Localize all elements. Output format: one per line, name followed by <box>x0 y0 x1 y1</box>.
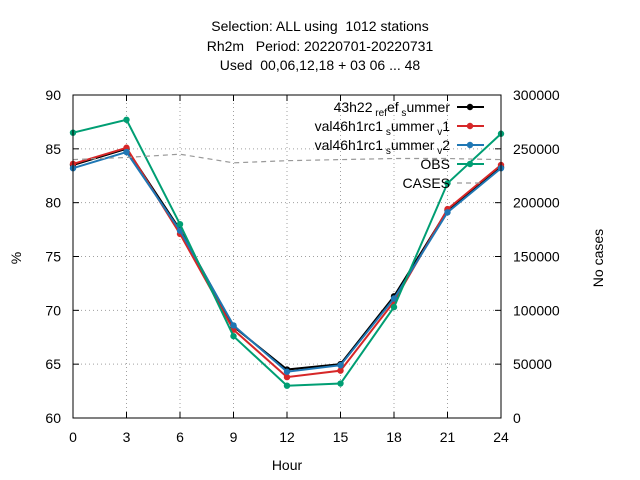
y2-tick-label: 150000 <box>513 249 560 265</box>
data-point-val46h1rc1-v1 <box>283 373 291 381</box>
chart-title-line-1: Selection: ALL using 1012 stations <box>211 18 429 34</box>
legend-label-43h22: 43h22 refef summer <box>334 99 451 119</box>
legend-label-val46h1rc1-v1: val46h1rc1 summer v1 <box>315 118 451 138</box>
legend-marker-val46h1rc1-v2 <box>466 141 474 149</box>
data-point-val46h1rc1-v2 <box>444 209 451 216</box>
x-tick-label: 6 <box>176 429 184 445</box>
y2-tick-label: 300000 <box>513 87 560 103</box>
y-tick-label: 65 <box>45 356 61 372</box>
x-tick-label: 12 <box>279 429 295 445</box>
grid <box>73 95 501 418</box>
data-point-val46h1rc1-v2 <box>123 148 130 156</box>
y2-tick-label: 100000 <box>513 302 560 318</box>
data-point-obs <box>283 382 291 389</box>
legend-marker-43h22 <box>466 103 474 111</box>
legend-label-val46h1rc1-v2: val46h1rc1 summer v2 <box>315 137 451 157</box>
y-tick-label: 75 <box>45 249 61 265</box>
y-tick-label: 90 <box>45 87 61 103</box>
legend-marker-obs <box>466 160 474 168</box>
y-tick-label: 70 <box>45 302 61 318</box>
x-tick-label: 15 <box>333 429 349 445</box>
y2-tick-label: 200000 <box>513 195 560 211</box>
y2-tick-label: 250000 <box>513 141 560 157</box>
ticks: 0 3 6 9 12 15 18 21 24 60 65 70 75 80 85 90 0 50000 100000… <box>45 87 560 445</box>
x-tick-label: 21 <box>440 429 456 445</box>
y-tick-label: 85 <box>45 141 61 157</box>
data-point-val46h1rc1-v2 <box>230 322 237 329</box>
data-point-val46h1rc1-v2 <box>337 362 344 369</box>
x-tick-label: 18 <box>386 429 402 445</box>
y-tick-label: 80 <box>45 195 61 211</box>
data-point-obs <box>444 180 451 187</box>
y-tick-label: 60 <box>45 410 61 426</box>
y-axis-label: % <box>8 252 24 264</box>
data-point-val46h1rc1-v2 <box>390 295 398 302</box>
y2-axis-label: No cases <box>590 229 606 287</box>
legend-marker-val46h1rc1-v1 <box>466 122 474 130</box>
data-point-obs <box>176 221 184 228</box>
data-point-val46h1rc1-v2 <box>283 368 291 375</box>
legend-label-cases: CASES <box>403 175 450 191</box>
y2-tick-label: 0 <box>513 410 521 426</box>
chart-title-line-3: Used 00,06,12,18 + 03 06 ... 48 <box>219 57 421 73</box>
data-point-obs <box>390 303 398 311</box>
y2-tick-label: 50000 <box>513 356 552 372</box>
chart-title-line-2: Rh2m Period: 20220701-20220731 <box>206 38 434 54</box>
x-tick-label: 3 <box>123 429 131 445</box>
legend-label-obs: OBS <box>420 156 450 172</box>
x-tick-label: 9 <box>230 429 238 445</box>
x-tick-label: 24 <box>493 429 509 445</box>
data-point-val46h1rc1-v1 <box>337 367 344 374</box>
data-point-obs <box>337 380 344 387</box>
series-layer <box>69 116 505 389</box>
x-tick-label: 0 <box>69 429 77 445</box>
data-point-obs <box>123 116 130 123</box>
x-axis-label: Hour <box>272 457 303 473</box>
data-point-obs <box>230 332 237 340</box>
